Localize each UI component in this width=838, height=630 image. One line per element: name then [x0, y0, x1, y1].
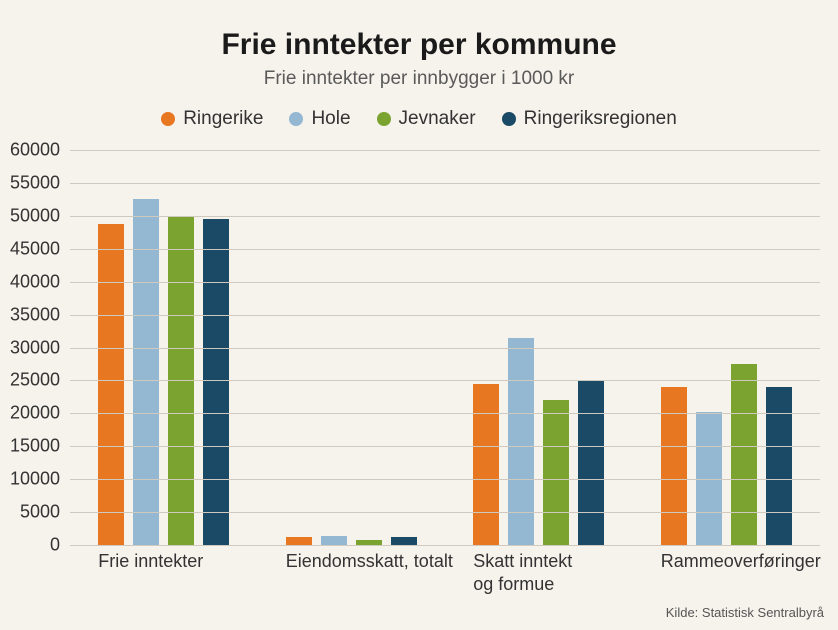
- y-axis-label: 15000: [10, 436, 70, 457]
- legend-label-0: Ringerike: [183, 108, 263, 130]
- bar: [203, 219, 229, 545]
- grid-line: [70, 479, 820, 480]
- grid-line: [70, 348, 820, 349]
- y-axis-label: 10000: [10, 469, 70, 490]
- y-axis-label: 35000: [10, 304, 70, 325]
- y-axis-label: 30000: [10, 337, 70, 358]
- legend-swatch-3: [502, 112, 516, 126]
- bar: [578, 380, 604, 545]
- chart-title: Frie inntekter per kommune: [20, 28, 818, 62]
- x-axis-label: Skatt inntektog formue: [473, 550, 661, 595]
- legend-label-2: Jevnaker: [399, 108, 476, 130]
- bar: [543, 400, 569, 545]
- bar: [508, 338, 534, 545]
- legend-swatch-1: [289, 112, 303, 126]
- y-axis-label: 40000: [10, 271, 70, 292]
- legend-item-2: Jevnaker: [377, 108, 476, 130]
- grid-line: [70, 183, 820, 184]
- chart-container: Frie inntekter per kommune Frie inntekte…: [0, 0, 838, 630]
- bar: [286, 537, 312, 545]
- grid-line: [70, 150, 820, 151]
- bar: [391, 537, 417, 545]
- grid-line: [70, 249, 820, 250]
- bar: [661, 387, 687, 545]
- x-axis-label: Rammeoverføringer: [661, 550, 838, 573]
- y-axis-label: 25000: [10, 370, 70, 391]
- y-axis-label: 5000: [20, 502, 70, 523]
- grid-line: [70, 282, 820, 283]
- grid-line: [70, 380, 820, 381]
- bar: [321, 536, 347, 545]
- grid-line: [70, 545, 820, 546]
- legend-item-1: Hole: [289, 108, 350, 130]
- x-axis-label: Frie inntekter: [98, 550, 286, 573]
- source-label: Kilde: Statistisk Sentralbyrå: [666, 605, 824, 620]
- legend-swatch-2: [377, 112, 391, 126]
- legend-item-3: Ringeriksregionen: [502, 108, 677, 130]
- grid-line: [70, 315, 820, 316]
- y-axis-label: 20000: [10, 403, 70, 424]
- grid-line: [70, 512, 820, 513]
- y-axis-label: 50000: [10, 205, 70, 226]
- y-axis-label: 45000: [10, 238, 70, 259]
- legend-label-3: Ringeriksregionen: [524, 108, 677, 130]
- legend: Ringerike Hole Jevnaker Ringeriksregione…: [20, 108, 818, 130]
- grid-line: [70, 413, 820, 414]
- legend-label-1: Hole: [311, 108, 350, 130]
- y-axis-label: 55000: [10, 172, 70, 193]
- x-axis-labels: Frie inntekterEiendomsskatt, totaltSkatt…: [70, 550, 820, 600]
- bar: [766, 387, 792, 545]
- bar: [98, 224, 124, 545]
- bar: [473, 384, 499, 545]
- x-axis-label: Eiendomsskatt, totalt: [286, 550, 474, 573]
- grid-line: [70, 446, 820, 447]
- bar: [133, 199, 159, 545]
- legend-swatch-0: [161, 112, 175, 126]
- y-axis-label: 60000: [10, 140, 70, 161]
- grid-line: [70, 216, 820, 217]
- chart-subtitle: Frie inntekter per innbygger i 1000 kr: [20, 68, 818, 90]
- plot-area: 0500010000150002000025000300003500040000…: [70, 150, 820, 545]
- y-axis-label: 0: [50, 535, 70, 556]
- bar: [731, 364, 757, 545]
- legend-item-0: Ringerike: [161, 108, 263, 130]
